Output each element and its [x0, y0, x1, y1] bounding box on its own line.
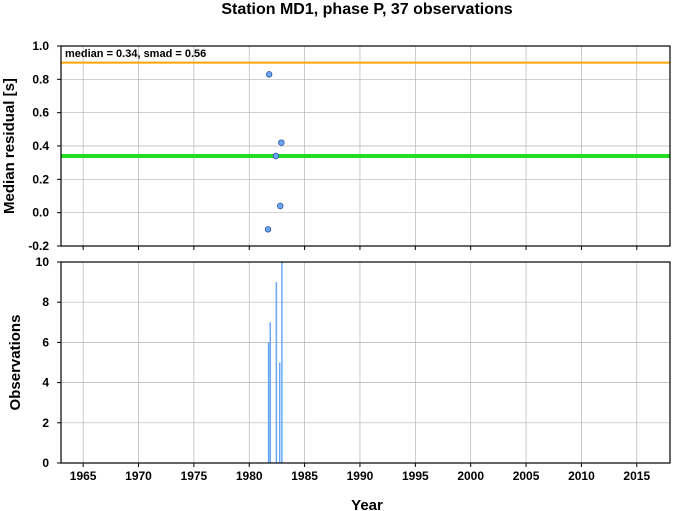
y-tick-label: 8 [42, 295, 49, 309]
y-tick-label: 2 [42, 416, 49, 430]
x-tick-label: 1980 [236, 469, 263, 483]
y-tick-label: 6 [42, 335, 49, 349]
median-smad-annotation: median = 0.34, smad = 0.56 [65, 48, 206, 60]
y-tick-label: 10 [36, 255, 50, 269]
y-tick-label: -0.2 [28, 239, 49, 253]
x-tick-label: 1975 [181, 469, 208, 483]
y-tick-label: 0.0 [32, 206, 49, 220]
observations-panel-frame [60, 261, 671, 464]
x-tick-label: 1985 [291, 469, 318, 483]
residual-y-axis-label: Median residual [s] [1, 78, 18, 214]
observation-bar [275, 282, 278, 463]
x-tick-label: 1990 [347, 469, 374, 483]
y-tick-label: 0.2 [32, 172, 49, 186]
chart-title: Station MD1, phase P, 37 observations [221, 1, 512, 18]
residual-panel: -0.2 0.0 0.2 0.4 0.6 0.8 1.0 median = 0.34, sm… [1, 39, 671, 253]
data-point [278, 139, 285, 146]
y-tick-label: 0 [42, 456, 49, 470]
observation-bar [269, 322, 272, 463]
x-tick-label: 1965 [70, 469, 97, 483]
data-point [272, 152, 280, 160]
data-point [264, 226, 272, 233]
x-tick-label: 2010 [568, 469, 595, 483]
data-point [277, 202, 284, 210]
y-tick-label: 0.6 [32, 106, 49, 120]
y-tick-label: 4 [42, 376, 49, 390]
data-point [265, 71, 273, 78]
x-tick-label: 2005 [513, 469, 540, 483]
observation-bar [278, 362, 281, 463]
y-tick-label: 1.0 [32, 39, 49, 53]
x-tick-label: 2015 [623, 469, 650, 483]
observation-bar [267, 342, 270, 463]
x-tick-label: 1995 [402, 469, 429, 483]
observations-panel: 0 2 4 6 8 10 1965 1970 1975 1980 1985 1990 1995 2000… [7, 255, 671, 483]
x-tick-label: 1970 [125, 469, 152, 483]
observations-y-axis-label: Observations [7, 315, 24, 411]
y-tick-label: 0.4 [32, 139, 49, 153]
x-tick-label: 2000 [457, 469, 484, 483]
observation-bar [281, 262, 283, 463]
y-tick-label: 0.8 [32, 72, 49, 86]
x-axis-label: Year [351, 497, 383, 511]
